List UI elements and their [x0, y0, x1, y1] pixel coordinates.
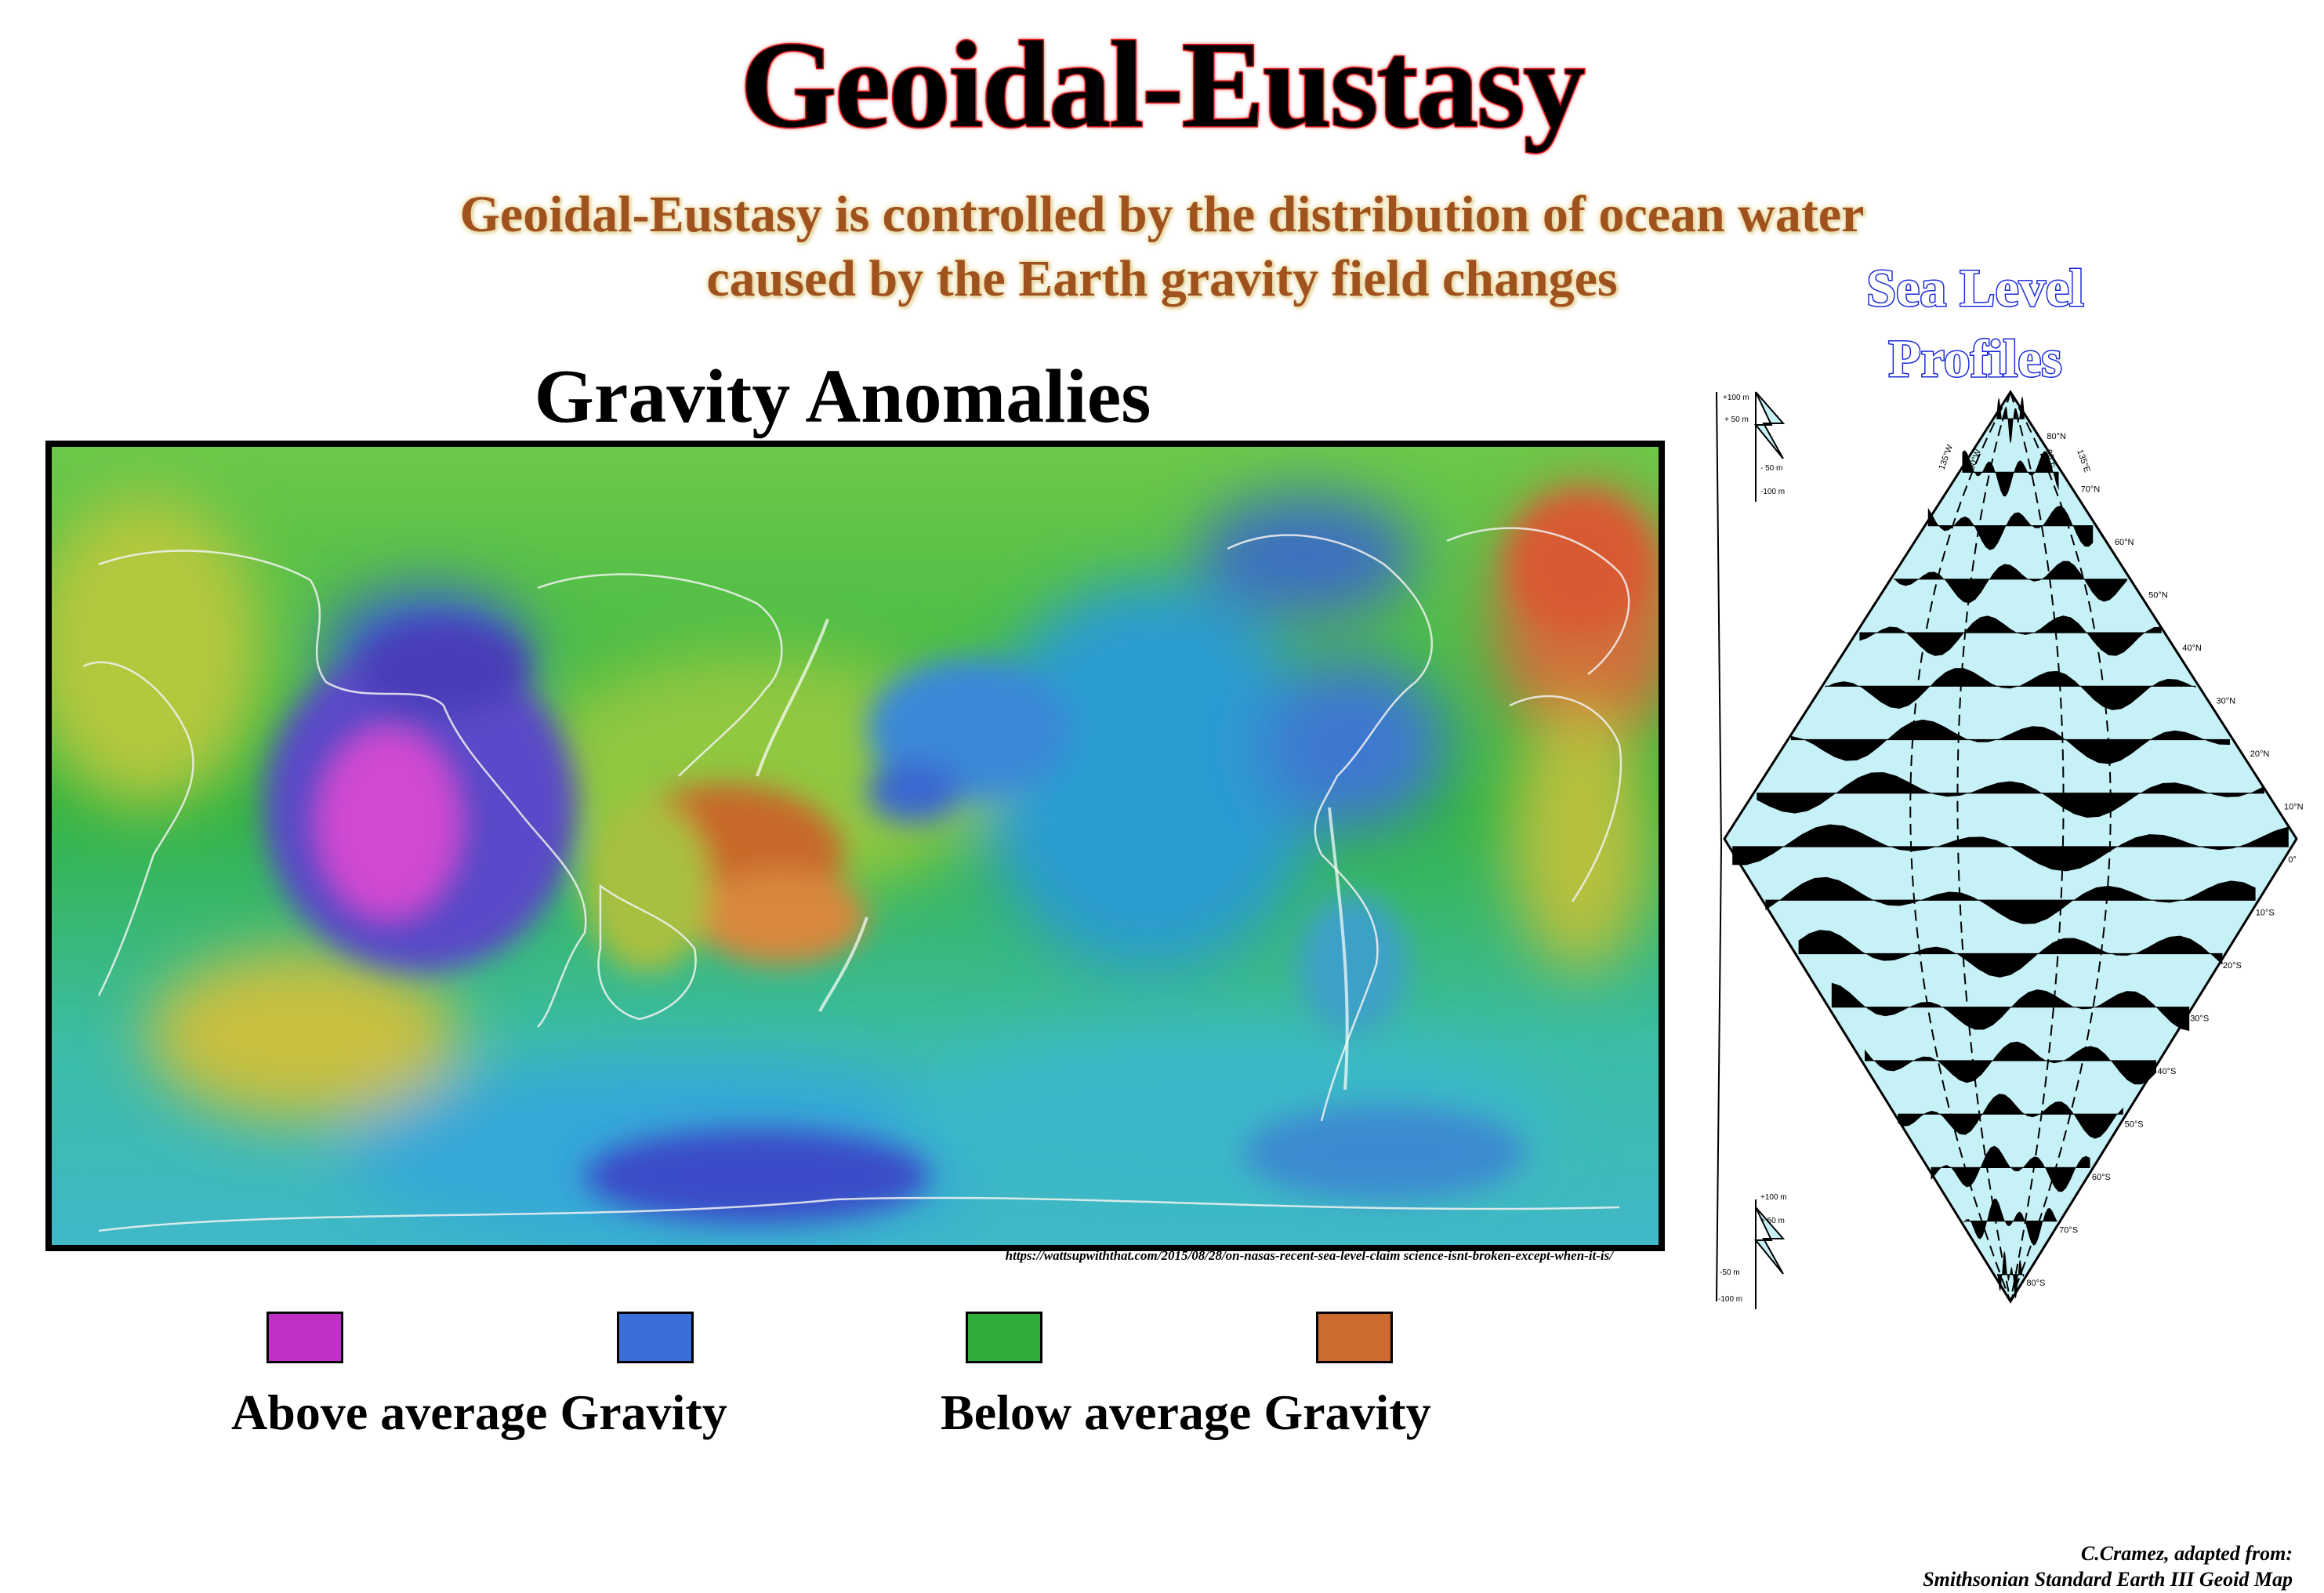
profile-strip: [1963, 1199, 2058, 1246]
meridian-label-4: 135°E: [2075, 448, 2092, 474]
scale-bottom: [1753, 1199, 1786, 1309]
latitude-label: 70°N: [2081, 485, 2101, 495]
sea-level-profiles-diagram: 135°W 90°W 90°E 135°E 80°N70°N60°N50°N40…: [1716, 390, 2304, 1309]
latitude-label: 20°N: [2250, 749, 2270, 759]
gravity-anomaly-map: [45, 441, 1665, 1251]
scale-top-label-4: -100 m: [1760, 488, 1785, 496]
latitude-label: 70°S: [2059, 1226, 2078, 1236]
profile-strip: [1859, 615, 2162, 656]
map-source-link[interactable]: https://wattsupwiththat.com/2015/08/28/o…: [1005, 1248, 1613, 1263]
scale-bottom-label-1: +100 m: [1760, 1193, 1787, 1202]
profile-strip: [1865, 1041, 2156, 1085]
latitude-label: 50°N: [2148, 591, 2168, 601]
profile-side-line: [1716, 391, 1723, 1302]
gravity-map-image: [52, 447, 1659, 1245]
profile-strip: [1996, 1250, 2025, 1299]
profile-strip: [1790, 719, 2231, 764]
latitude-label: 10°N: [2284, 803, 2304, 812]
profiles-title-line-2: Profiles: [1887, 328, 2064, 390]
latitude-label: 30°N: [2217, 697, 2236, 706]
scale-top-label-1: +100 m: [1723, 394, 1749, 402]
latitude-label: 60°S: [2092, 1173, 2111, 1182]
profile-strip: [1825, 668, 2196, 710]
scale-bottom-label-4: -100 m: [1718, 1295, 1742, 1304]
profile-strip: [1894, 561, 2127, 604]
latitude-label: 60°N: [2115, 538, 2134, 547]
latitude-label: 80°S: [2026, 1279, 2045, 1288]
subtitle-line-2: caused by the Earth gravity field change…: [706, 250, 1618, 307]
latitude-label: 40°N: [2182, 644, 2202, 653]
scale-bottom-label-3: -50 m: [1720, 1268, 1740, 1277]
credit-line-2: Smithsonian Standard Earth III Geoid Map: [1923, 1568, 2293, 1591]
profile-strip: [1765, 876, 2256, 924]
profile-strip: [1962, 450, 2059, 497]
profile-strip: [1931, 1145, 2090, 1192]
latitude-label: 30°S: [2190, 1014, 2209, 1024]
profile-strip: [1757, 772, 2264, 818]
profile-strips: [1732, 396, 2289, 1299]
latitude-label: 50°S: [2125, 1120, 2144, 1130]
legend-swatch-orange: [1316, 1312, 1393, 1363]
profile-strip: [1927, 506, 2094, 550]
credit-line-1: C.Cramez, adapted from:: [2080, 1542, 2293, 1565]
profile-strip: [1996, 396, 2025, 444]
scale-bottom-label-2: + 50 m: [1760, 1217, 1785, 1225]
profile-strip: [1732, 824, 2289, 872]
scale-top-label-2: + 50 m: [1724, 415, 1749, 424]
scale-top: [1753, 391, 1786, 502]
legend-swatch-green: [966, 1312, 1042, 1363]
latitude-label: 80°N: [2047, 432, 2066, 441]
latitude-label: 40°S: [2157, 1067, 2176, 1076]
legend-swatch-magenta: [266, 1312, 343, 1363]
legend-swatch-blue: [617, 1312, 694, 1363]
profile-strip: [1798, 930, 2223, 978]
profile-strip: [1831, 982, 2190, 1031]
legend-below-label: Below average Gravity: [941, 1384, 1431, 1440]
latitude-label: 10°S: [2256, 909, 2275, 918]
scale-top-label-3: - 50 m: [1760, 464, 1782, 473]
meridian-lines: [1909, 391, 2112, 1302]
latitude-label: 0°: [2288, 855, 2297, 865]
latitude-label: 20°S: [2223, 961, 2242, 971]
page-title: Geoidal-Eustasy: [739, 16, 1586, 155]
subtitle-line-1: Geoidal-Eustasy is controlled by the dis…: [459, 186, 1865, 243]
meridian-label-1: 135°W: [1938, 443, 1956, 471]
profiles-title: Sea Level Profiles: [1842, 252, 2108, 394]
credit: C.Cramez, adapted from: Smithsonian Stan…: [1803, 1540, 2293, 1592]
map-heading: Gravity Anomalies: [534, 354, 1151, 439]
legend-above-label: Above average Gravity: [231, 1384, 727, 1440]
profile-strip: [1898, 1094, 2123, 1139]
profiles-title-line-1: Sea Level: [1865, 257, 2086, 319]
